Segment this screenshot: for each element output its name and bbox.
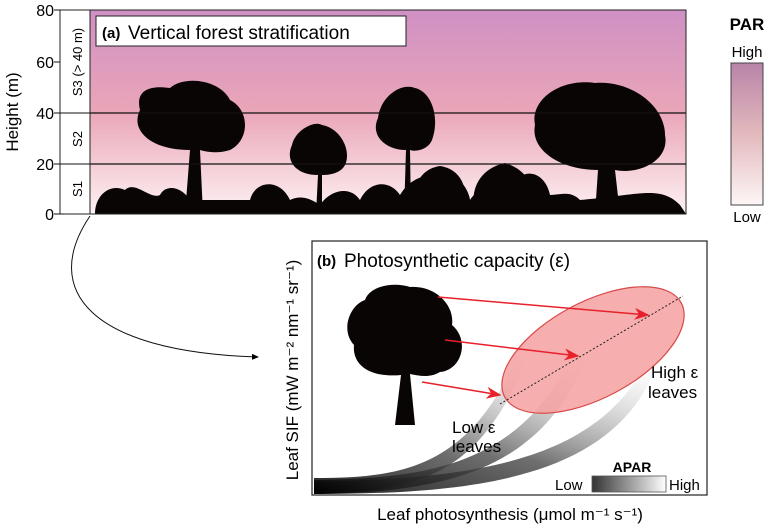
connector-arrow [71,215,259,360]
par-title: PAR [730,15,765,34]
tree-large-right [534,82,666,214]
low-epsilon-leaves: leaves [452,437,501,456]
panel-a: S1 S2 S3 (> 40 m) 0 20 40 60 80 Height (… [3,3,687,224]
y-tick-0: 0 [45,207,54,224]
par-low-label: Low [733,209,761,226]
x-axis-label-b: Leaf photosynthesis (μmol m⁻¹ s⁻¹) [377,505,643,524]
apar-bands [314,350,655,494]
stratum-s3: S3 (> 40 m) [70,28,85,96]
y-tick-40: 40 [36,106,54,123]
y-tick-80: 80 [36,3,54,20]
panel-b: (b) Photosynthetic capacity (ε) Low ε le… [283,240,708,524]
strata-column [59,9,91,215]
y-tick-20: 20 [36,157,54,174]
tree-large-left [137,80,245,214]
tree-small-right [473,163,534,214]
par-colorbar [730,62,764,206]
high-epsilon-label: High ε [651,363,699,382]
apar-high-label: High [669,477,700,494]
high-epsilon-leaves: leaves [648,383,697,402]
title-box [95,15,407,47]
panel-a-title: Vertical forest stratification [128,23,350,44]
low-epsilon-label: Low ε [452,418,496,437]
stratum-s1: S1 [70,181,85,197]
y-tick-60: 60 [36,55,54,72]
stratum-s2: S2 [70,131,85,147]
arrow-middle [444,339,580,361]
tree-silhouettes [95,80,686,214]
apar-title: APAR [613,459,652,475]
panel-b-title: Photosynthetic capacity (ε) [344,251,570,272]
y-axis-label: Height (m) [3,72,22,151]
apar-low-label: Low [555,477,583,494]
y-axis: 0 20 40 60 80 [36,3,64,224]
panel-a-label: (a) [102,25,120,42]
tree-mid-1 [289,123,348,214]
par-high-label: High [732,44,763,61]
regression-dashed-line [499,295,684,405]
y-axis-label-b: Leaf SIF (mW m⁻² nm⁻¹ sr⁻¹) [283,260,302,481]
arrow-top [437,296,650,320]
panel-b-label: (b) [317,253,336,270]
apar-colorbar [591,475,667,493]
arrow-bottom [421,381,502,399]
tree-small-center [415,166,465,214]
tree-icon [347,284,462,425]
par-legend: PAR High Low [730,15,765,226]
tree-mid-2 [375,86,436,214]
understory [95,173,686,214]
